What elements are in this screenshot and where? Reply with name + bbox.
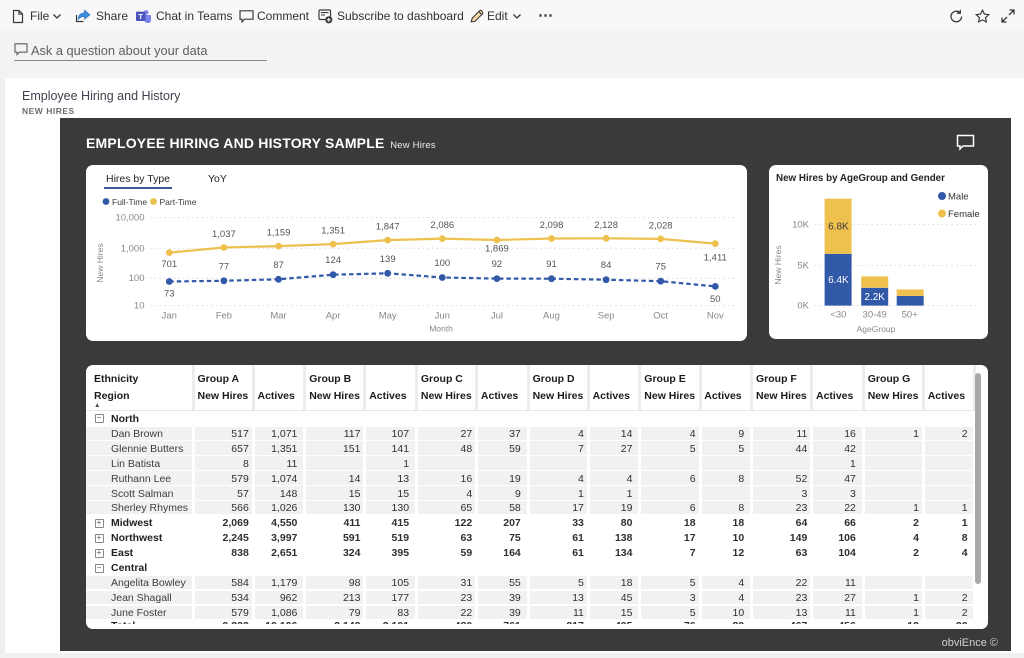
- svg-text:2.2K: 2.2K: [864, 292, 885, 303]
- svg-text:2,098: 2,098: [540, 220, 564, 231]
- svg-text:Male: Male: [948, 192, 969, 203]
- svg-text:Feb: Feb: [216, 311, 232, 322]
- svg-text:Female: Female: [948, 209, 980, 220]
- svg-text:1,159: 1,159: [267, 228, 291, 239]
- svg-text:5K: 5K: [797, 260, 809, 271]
- svg-text:75: 75: [655, 262, 666, 273]
- svg-text:10K: 10K: [792, 220, 810, 231]
- svg-text:77: 77: [219, 261, 230, 272]
- svg-text:Aug: Aug: [543, 311, 560, 322]
- svg-text:6.8K: 6.8K: [828, 221, 849, 232]
- svg-text:AgeGroup: AgeGroup: [857, 324, 896, 334]
- svg-text:2,086: 2,086: [430, 220, 454, 231]
- svg-text:6.4K: 6.4K: [828, 275, 849, 286]
- svg-text:1,037: 1,037: [212, 229, 236, 240]
- svg-text:Jun: Jun: [435, 311, 450, 322]
- svg-text:1,847: 1,847: [376, 222, 400, 233]
- svg-text:Jul: Jul: [491, 311, 503, 322]
- svg-text:2,028: 2,028: [649, 220, 673, 231]
- svg-text:2,128: 2,128: [594, 220, 618, 231]
- svg-text:124: 124: [325, 255, 341, 266]
- svg-text:139: 139: [380, 254, 396, 265]
- svg-text:May: May: [379, 311, 397, 322]
- svg-text:Month: Month: [429, 324, 453, 334]
- svg-text:1,411: 1,411: [704, 253, 727, 264]
- svg-text:T: T: [138, 12, 143, 21]
- svg-text:Nov: Nov: [707, 311, 724, 322]
- svg-text:New Hires: New Hires: [95, 243, 105, 282]
- svg-text:701: 701: [161, 259, 177, 270]
- svg-text:1,000: 1,000: [121, 243, 145, 254]
- svg-text:Sep: Sep: [598, 311, 615, 322]
- svg-text:100: 100: [129, 273, 145, 284]
- svg-text:92: 92: [492, 259, 503, 270]
- svg-text:10: 10: [134, 301, 145, 312]
- svg-text:84: 84: [601, 260, 612, 271]
- svg-text:30-49: 30-49: [863, 310, 887, 321]
- svg-text:87: 87: [273, 260, 284, 271]
- svg-text:50: 50: [710, 294, 721, 305]
- svg-text:Apr: Apr: [326, 311, 341, 322]
- svg-text:Jan: Jan: [162, 311, 177, 322]
- svg-text:91: 91: [546, 259, 557, 270]
- svg-text:1,869: 1,869: [485, 244, 509, 255]
- svg-text:10,000: 10,000: [115, 213, 144, 224]
- svg-text:73: 73: [164, 289, 175, 300]
- svg-text:0K: 0K: [797, 301, 809, 312]
- svg-text:New Hires: New Hires: [773, 245, 783, 284]
- svg-text:1,351: 1,351: [321, 226, 345, 237]
- svg-text:Oct: Oct: [653, 311, 668, 322]
- svg-text:100: 100: [434, 258, 450, 269]
- svg-text:<30: <30: [830, 310, 846, 321]
- svg-text:Mar: Mar: [270, 311, 286, 322]
- svg-text:50+: 50+: [902, 310, 919, 321]
